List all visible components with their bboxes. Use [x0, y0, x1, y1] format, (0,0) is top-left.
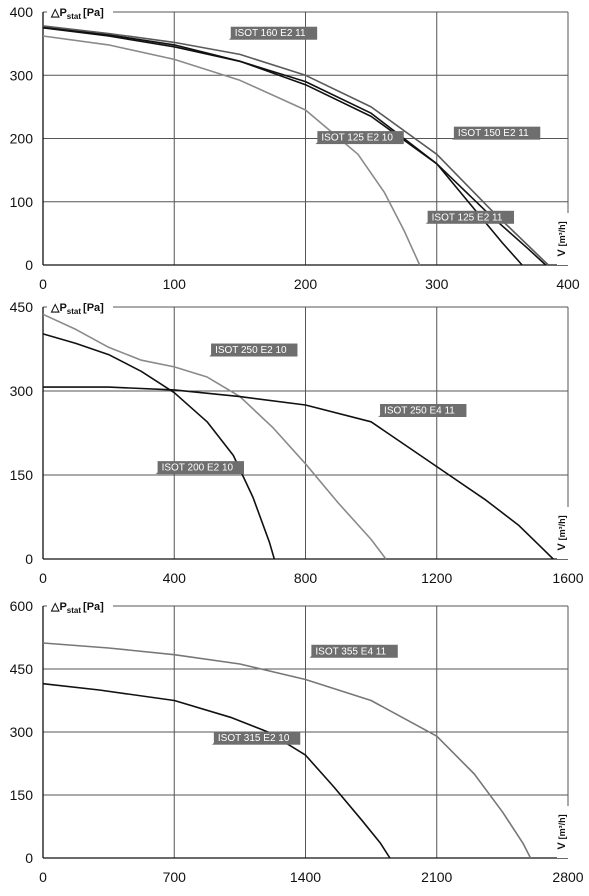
y-axis-symbol: △P [50, 302, 67, 314]
x-axis-title: V [m³/h] [556, 515, 568, 550]
curve-label: ISOT 160 E2 11 [235, 28, 306, 39]
x-axis-unit: [m³/h] [557, 221, 567, 246]
y-axis-unit: [Pa] [83, 302, 104, 314]
x-axis-title-backdrop [557, 806, 571, 858]
y-axis-subscript: stat [67, 307, 82, 316]
curve-line [42, 35, 421, 266]
x-axis-title-backdrop [557, 213, 571, 265]
x-tick-label: 0 [39, 869, 47, 885]
x-tick-label: 200 [294, 276, 318, 292]
y-axis-title: △Pstat [Pa] [50, 302, 104, 316]
curve-label: ISOT 125 E2 11 [432, 212, 503, 223]
curve-line [42, 313, 387, 560]
chart-panel-2: 0 400 800 1200 1600 0 150 300 450 △Pstat [Pa] V [m³/… [10, 299, 584, 586]
x-tick-label: 400 [556, 276, 580, 292]
y-tick-label: 450 [10, 661, 34, 677]
x-tick-label: 800 [294, 570, 318, 586]
x-axis-title-backdrop [557, 507, 571, 559]
curve-label-box [157, 461, 244, 475]
curve-line [42, 682, 391, 859]
curve-line [42, 26, 547, 266]
curve-label: ISOT 315 E2 10 [218, 733, 290, 744]
curve-label-box [213, 731, 301, 745]
y-axis-title-backdrop [47, 599, 113, 613]
y-axis-title-backdrop [47, 300, 113, 314]
y-tick-label: 150 [10, 787, 34, 803]
x-axis-title: V [m³/h] [556, 221, 568, 256]
x-tick-label: 1600 [552, 570, 583, 586]
y-axis-title: △Pstat [Pa] [50, 7, 104, 21]
curve-label-box [380, 404, 467, 417]
curve-label: ISOT 125 E2 10 [321, 133, 393, 144]
x-axis-symbol: V [556, 249, 568, 257]
x-tick-label: 0 [39, 570, 47, 586]
x-tick-label: 1200 [421, 570, 452, 586]
y-tick-label: 450 [10, 299, 34, 315]
x-tick-label: 2800 [552, 869, 583, 885]
y-tick-label: 300 [10, 67, 34, 83]
x-tick-label: 2100 [421, 869, 452, 885]
y-tick-label: 300 [10, 383, 34, 399]
x-axis-unit: [m³/h] [557, 515, 567, 540]
curve-label-box [427, 210, 515, 224]
y-tick-label: 150 [10, 467, 34, 483]
curve-label-box [317, 131, 404, 145]
curve-label-box [211, 343, 298, 357]
x-axis-unit: [m³/h] [557, 814, 567, 839]
chart-panel-1: 0 100 200 300 400 0 100 200 300 400 △Pstat [Pa] V [m³… [10, 4, 580, 292]
y-axis-symbol: △P [50, 7, 67, 19]
y-tick-label: 0 [25, 850, 33, 866]
curve-line [43, 386, 554, 560]
y-axis-unit: [Pa] [83, 601, 104, 613]
y-axis-subscript: stat [67, 12, 82, 21]
x-tick-label: 300 [425, 276, 449, 292]
x-axis-symbol: V [556, 543, 568, 551]
y-tick-label: 600 [10, 598, 34, 614]
x-tick-label: 1400 [290, 869, 321, 885]
y-tick-label: 300 [10, 724, 34, 740]
curve-label-box [230, 26, 318, 40]
x-tick-label: 400 [163, 570, 187, 586]
y-axis-symbol: △P [50, 601, 67, 613]
curve-line [42, 25, 549, 266]
y-axis-subscript: stat [67, 606, 82, 615]
y-axis-title-backdrop [47, 5, 113, 19]
curve-label: ISOT 355 E4 11 [315, 646, 386, 657]
curve-label: ISOT 250 E2 10 [215, 345, 287, 356]
curve-label: ISOT 150 E2 11 [458, 128, 529, 139]
x-tick-label: 700 [163, 869, 187, 885]
y-tick-label: 200 [10, 131, 34, 147]
curve-line [42, 642, 532, 859]
chart-panel-3: 0 700 1400 2100 2800 0 150 300 450 600 △Pstat [Pa] V… [10, 598, 584, 885]
x-axis-title: V [m³/h] [556, 814, 568, 849]
x-tick-label: 0 [39, 276, 47, 292]
y-tick-label: 100 [10, 194, 34, 210]
y-tick-label: 400 [10, 4, 34, 20]
y-axis-title: △Pstat [Pa] [50, 601, 104, 615]
y-tick-label: 0 [25, 257, 33, 273]
y-tick-label: 0 [25, 551, 33, 567]
x-axis-symbol: V [556, 842, 568, 850]
curve-label: ISOT 250 E4 11 [384, 406, 455, 417]
y-axis-unit: [Pa] [83, 7, 104, 19]
curve-line [42, 333, 276, 560]
curve-label-box [453, 126, 541, 140]
curve-label: ISOT 200 E2 10 [162, 463, 234, 474]
curve-line [42, 27, 523, 266]
curve-label-box [311, 644, 398, 658]
x-tick-label: 100 [163, 276, 187, 292]
